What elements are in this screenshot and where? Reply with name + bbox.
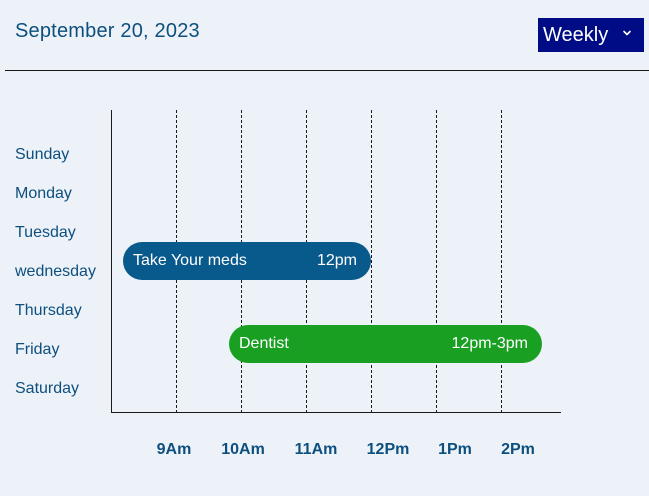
view-mode-label: Weekly <box>543 23 609 46</box>
view-mode-select[interactable]: Weekly <box>538 18 644 52</box>
event-time: 12pm <box>316 252 357 269</box>
event-title: Take Your meds <box>133 252 247 269</box>
day-label-friday: Friday <box>15 341 60 358</box>
gridline-2pm <box>501 110 502 413</box>
time-label-11am: 11Am <box>294 441 338 458</box>
time-label-2pm: 2Pm <box>501 441 535 458</box>
time-label-1pm: 1Pm <box>438 441 472 458</box>
header-divider <box>5 70 649 71</box>
time-label-10am: 10Am <box>221 441 265 458</box>
day-label-wednesday: wednesday <box>15 263 96 280</box>
chevron-down-icon <box>623 30 631 36</box>
day-label-tuesday: Tuesday <box>15 224 76 241</box>
x-axis-line <box>111 412 561 413</box>
event-title: Dentist <box>239 335 289 352</box>
day-label-thursday: Thursday <box>15 302 82 319</box>
y-axis-line <box>111 110 112 413</box>
event-time: 12pm-3pm <box>451 335 528 352</box>
time-label-12pm: 12Pm <box>366 441 410 458</box>
day-label-sunday: Sunday <box>15 146 70 163</box>
event-dentist[interactable]: Dentist 12pm-3pm <box>229 325 542 363</box>
current-date: September 20, 2023 <box>15 20 200 42</box>
event-take-your-meds[interactable]: Take Your meds 12pm <box>123 242 371 280</box>
time-label-9am: 9Am <box>156 441 192 458</box>
gridline-12pm <box>371 110 372 413</box>
gridline-1pm <box>436 110 437 413</box>
day-label-monday: Monday <box>15 185 72 202</box>
day-label-saturday: Saturday <box>15 380 80 397</box>
